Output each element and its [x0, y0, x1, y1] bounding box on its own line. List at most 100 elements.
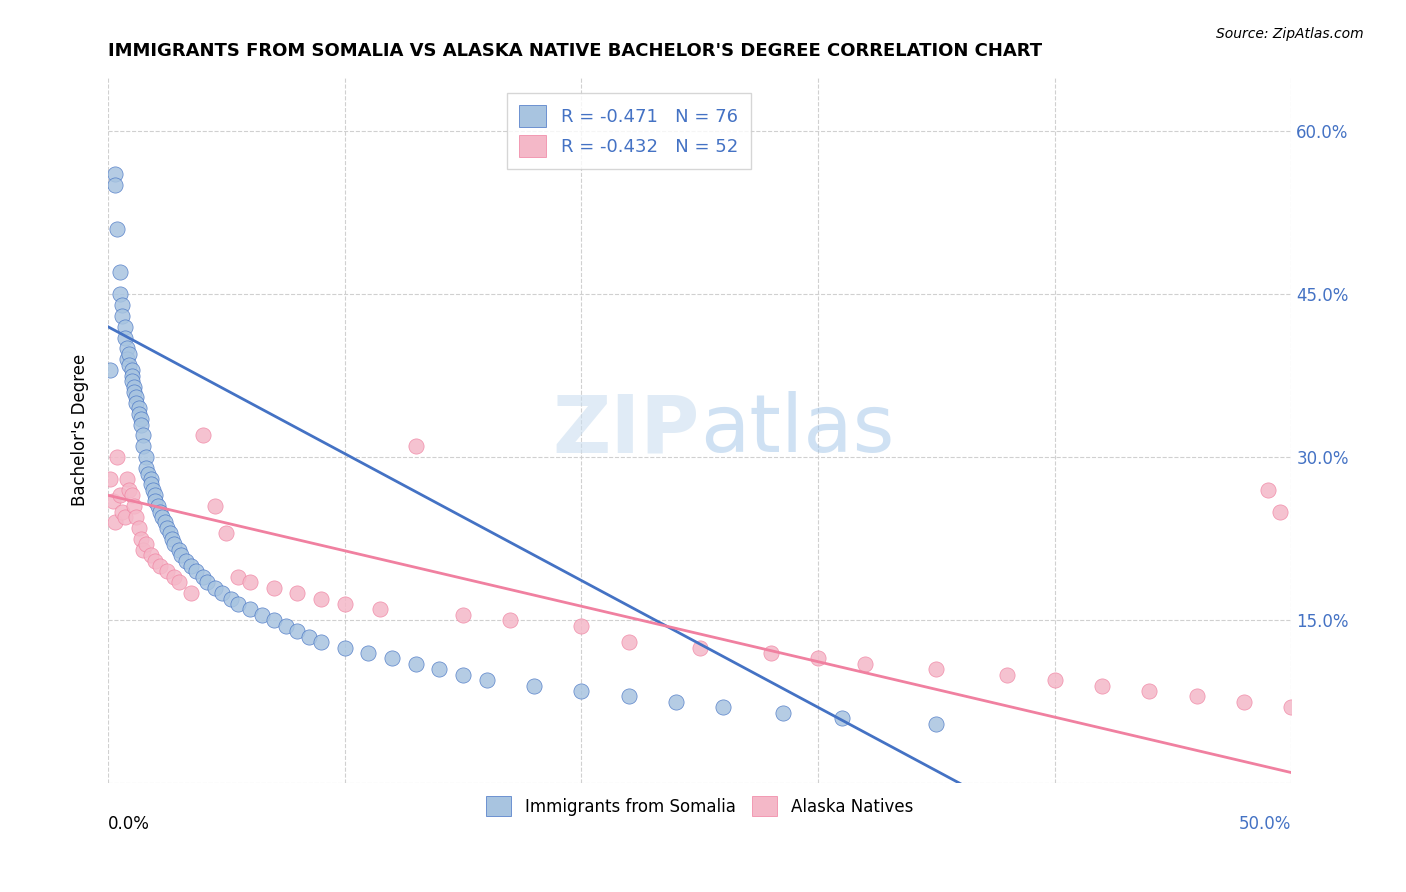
Point — [807, 651, 830, 665]
Point — [1233, 695, 1256, 709]
Point — [115, 342, 138, 356]
Point — [184, 565, 207, 579]
Point — [107, 450, 129, 465]
Point — [174, 553, 197, 567]
Point — [170, 548, 193, 562]
Point — [118, 347, 141, 361]
Point — [135, 461, 157, 475]
Point — [451, 607, 474, 622]
Point — [125, 391, 148, 405]
Y-axis label: Bachelor's Degree: Bachelor's Degree — [72, 354, 89, 506]
Point — [118, 483, 141, 497]
Text: IMMIGRANTS FROM SOMALIA VS ALASKA NATIVE BACHELOR'S DEGREE CORRELATION CHART: IMMIGRANTS FROM SOMALIA VS ALASKA NATIVE… — [108, 42, 1042, 60]
Point — [191, 428, 214, 442]
Point — [368, 602, 391, 616]
Point — [204, 581, 226, 595]
Point — [451, 667, 474, 681]
Point — [689, 640, 711, 655]
Point — [159, 526, 181, 541]
Point — [128, 521, 150, 535]
Point — [104, 178, 127, 193]
Point — [108, 265, 131, 279]
Point — [125, 510, 148, 524]
Point — [122, 379, 145, 393]
Point — [125, 396, 148, 410]
Point — [226, 597, 249, 611]
Point — [239, 602, 262, 616]
Point — [108, 287, 131, 301]
Point — [1281, 700, 1303, 714]
Point — [274, 619, 297, 633]
Point — [285, 624, 308, 639]
Point — [156, 565, 179, 579]
Point — [180, 559, 202, 574]
Point — [1043, 673, 1066, 688]
Point — [333, 640, 356, 655]
Text: Source: ZipAtlas.com: Source: ZipAtlas.com — [1216, 27, 1364, 41]
Point — [128, 407, 150, 421]
Point — [122, 499, 145, 513]
Point — [136, 467, 159, 481]
Point — [250, 607, 273, 622]
Point — [129, 412, 152, 426]
Point — [114, 330, 136, 344]
Point — [146, 499, 169, 513]
Point — [160, 532, 183, 546]
Text: ZIP: ZIP — [553, 391, 700, 469]
Point — [111, 298, 134, 312]
Point — [163, 570, 186, 584]
Point — [139, 548, 162, 562]
Point — [197, 575, 219, 590]
Point — [167, 575, 190, 590]
Point — [617, 635, 640, 649]
Point — [405, 439, 427, 453]
Point — [149, 559, 172, 574]
Point — [98, 363, 121, 377]
Text: atlas: atlas — [700, 391, 894, 469]
Point — [226, 570, 249, 584]
Point — [180, 586, 202, 600]
Point — [1139, 684, 1161, 698]
Point — [211, 586, 233, 600]
Point — [115, 472, 138, 486]
Point — [153, 516, 176, 530]
Point — [121, 374, 143, 388]
Point — [239, 575, 262, 590]
Point — [475, 673, 498, 688]
Point — [114, 319, 136, 334]
Point — [855, 657, 877, 671]
Point — [167, 542, 190, 557]
Point — [263, 581, 285, 595]
Point — [831, 711, 853, 725]
Point — [115, 352, 138, 367]
Point — [997, 667, 1019, 681]
Point — [1185, 690, 1208, 704]
Point — [121, 363, 143, 377]
Point — [111, 505, 134, 519]
Point — [101, 493, 124, 508]
Point — [129, 417, 152, 432]
Point — [129, 532, 152, 546]
Point — [191, 570, 214, 584]
Point — [142, 483, 165, 497]
Legend: Immigrants from Somalia, Alaska Natives: Immigrants from Somalia, Alaska Natives — [478, 788, 921, 824]
Point — [309, 635, 332, 649]
Point — [925, 662, 948, 676]
Point — [1091, 679, 1114, 693]
Point — [104, 516, 127, 530]
Point — [204, 499, 226, 513]
Point — [357, 646, 380, 660]
Point — [285, 586, 308, 600]
Point — [427, 662, 450, 676]
Point — [152, 510, 174, 524]
Point — [309, 591, 332, 606]
Point — [156, 521, 179, 535]
Point — [215, 526, 238, 541]
Point — [107, 222, 129, 236]
Point — [925, 716, 948, 731]
Point — [135, 450, 157, 465]
Point — [405, 657, 427, 671]
Point — [118, 358, 141, 372]
Point — [122, 384, 145, 399]
Point — [665, 695, 688, 709]
